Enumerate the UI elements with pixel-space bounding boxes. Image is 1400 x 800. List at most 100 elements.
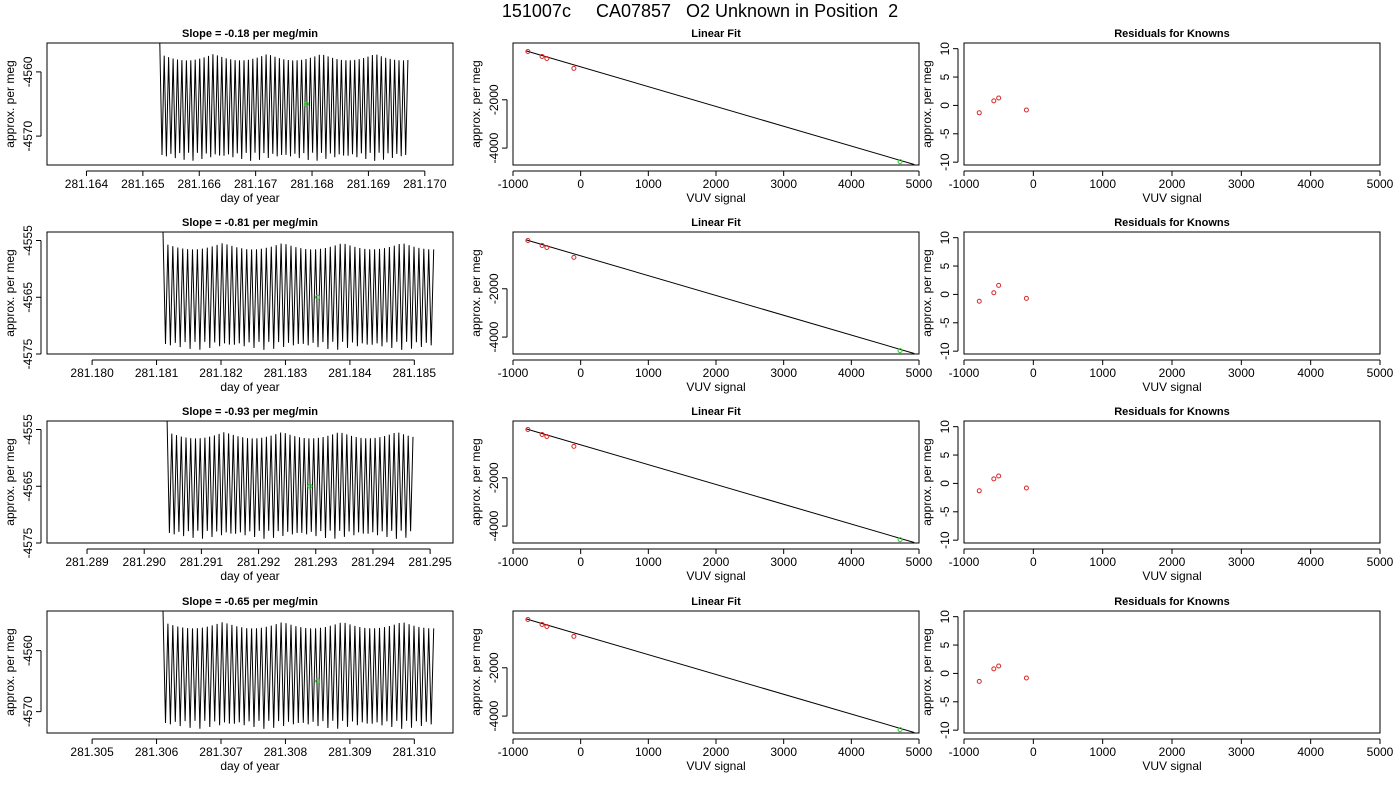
y-tick-label: -4000 bbox=[487, 132, 501, 163]
x-tick-label: -1000 bbox=[498, 745, 529, 759]
fit-line bbox=[526, 50, 915, 165]
residual-point bbox=[991, 290, 997, 296]
x-tick-label: 0 bbox=[577, 177, 584, 191]
panel-title: Slope = -0.65 per meg/min bbox=[182, 596, 318, 608]
y-axis-label: approx. per meg bbox=[3, 438, 17, 525]
panel-title: Slope = -0.93 per meg/min bbox=[182, 406, 318, 418]
x-axis-label: day of year bbox=[220, 191, 279, 205]
residual-point bbox=[976, 678, 982, 684]
known-point bbox=[539, 432, 545, 438]
residual-point bbox=[976, 488, 982, 494]
known-point bbox=[571, 65, 577, 71]
y-tick-label: -4555 bbox=[21, 225, 35, 256]
x-tick-label: 281.183 bbox=[264, 366, 308, 380]
panel-r1-c1: Linear Fit -1000 0 1000 2000 3000 4000 5000 VUV … bbox=[469, 217, 933, 394]
x-axis-label: VUV signal bbox=[686, 569, 745, 583]
x-tick-label: -1000 bbox=[949, 555, 980, 569]
plot-content bbox=[525, 237, 915, 354]
x-tick-label: 281.164 bbox=[65, 177, 109, 191]
panel-r2-c2: Residuals for Knowns -1000 0 1000 2000 3000 40… bbox=[920, 406, 1394, 583]
x-tick-label: 281.309 bbox=[328, 745, 372, 759]
x-tick-label: 1000 bbox=[1089, 177, 1116, 191]
x-tick-label: 281.292 bbox=[237, 555, 281, 569]
plot-frame bbox=[512, 610, 920, 734]
plot-content bbox=[525, 48, 915, 165]
residual-point bbox=[996, 282, 1002, 288]
x-tick-label: 281.310 bbox=[393, 745, 437, 759]
known-point bbox=[544, 623, 550, 629]
residual-point bbox=[1023, 485, 1029, 491]
x-tick-label: 281.307 bbox=[199, 745, 243, 759]
y-axis-label: approx. per meg bbox=[469, 438, 483, 525]
plot-content bbox=[162, 232, 435, 350]
plot-frame bbox=[512, 42, 920, 166]
x-tick-label: 1000 bbox=[1089, 745, 1116, 759]
plot-frame bbox=[46, 420, 454, 544]
panel-r3-c0: Slope = -0.65 per meg/min 281.305 281.306 2… bbox=[3, 596, 454, 773]
x-tick-label: 4000 bbox=[1297, 177, 1324, 191]
y-tick-label: -4000 bbox=[487, 321, 501, 352]
x-tick-label: 2000 bbox=[1159, 177, 1186, 191]
x-tick-label: 1000 bbox=[635, 745, 662, 759]
x-tick-label: 0 bbox=[1030, 745, 1037, 759]
x-tick-label: 281.305 bbox=[70, 745, 114, 759]
x-axis-label: VUV signal bbox=[1142, 759, 1201, 773]
y-tick-label: -5 bbox=[938, 128, 952, 139]
plot-content bbox=[166, 421, 414, 539]
residual-point bbox=[976, 298, 982, 304]
y-tick-label: 0 bbox=[938, 102, 952, 109]
known-point bbox=[544, 244, 550, 250]
x-tick-label: 0 bbox=[1030, 366, 1037, 380]
unknown-point bbox=[897, 348, 903, 354]
signal-trace bbox=[166, 421, 414, 539]
mean-point bbox=[307, 483, 313, 489]
x-tick-label: 4000 bbox=[838, 366, 865, 380]
x-tick-label: 281.306 bbox=[135, 745, 179, 759]
x-tick-label: 281.181 bbox=[135, 366, 179, 380]
y-tick-label: -4000 bbox=[487, 700, 501, 731]
x-tick-label: 281.166 bbox=[178, 177, 222, 191]
residual-point bbox=[991, 666, 997, 672]
panel-title: Linear Fit bbox=[691, 28, 741, 40]
x-axis-label: day of year bbox=[220, 759, 279, 773]
panel-r0-c2: Residuals for Knowns -1000 0 1000 2000 3000 40… bbox=[920, 28, 1394, 205]
x-tick-label: 5000 bbox=[1367, 745, 1394, 759]
y-tick-label: 0 bbox=[938, 670, 952, 677]
panel-title: Linear Fit bbox=[691, 596, 741, 608]
x-tick-label: 2000 bbox=[1159, 366, 1186, 380]
mean-point bbox=[315, 294, 321, 300]
x-tick-label: 4000 bbox=[1297, 745, 1324, 759]
x-tick-label: -1000 bbox=[949, 745, 980, 759]
x-tick-label: -1000 bbox=[498, 555, 529, 569]
x-tick-label: 4000 bbox=[1297, 555, 1324, 569]
residual-point bbox=[991, 476, 997, 482]
panel-title: Residuals for Knowns bbox=[1114, 217, 1230, 229]
x-tick-label: 5000 bbox=[1367, 366, 1394, 380]
panel-r2-c0: Slope = -0.93 per meg/min 281.289 281.290 2… bbox=[3, 406, 454, 583]
x-tick-label: 5000 bbox=[1367, 555, 1394, 569]
plot-frame bbox=[46, 42, 454, 166]
fit-line bbox=[526, 428, 915, 543]
plot-content bbox=[976, 663, 1029, 684]
x-tick-label: 2000 bbox=[703, 745, 730, 759]
y-tick-label: -4000 bbox=[487, 510, 501, 541]
panel-r0-c1: Linear Fit -1000 0 1000 2000 3000 4000 5000 VUV … bbox=[469, 28, 933, 205]
plot-frame bbox=[46, 610, 454, 734]
residual-point bbox=[1023, 295, 1029, 301]
figure-title: 151007c CA07857 O2 Unknown in Position 2 bbox=[501, 1, 899, 21]
mean-point bbox=[303, 101, 309, 107]
y-tick-label: 0 bbox=[938, 291, 952, 298]
y-tick-label: -4565 bbox=[21, 471, 35, 502]
y-tick-label: -4560 bbox=[21, 56, 35, 87]
y-axis-label: approx. per meg bbox=[920, 60, 934, 147]
x-tick-label: 281.308 bbox=[264, 745, 308, 759]
y-tick-label: 10 bbox=[938, 610, 952, 624]
x-tick-label: 281.290 bbox=[123, 555, 167, 569]
x-tick-label: 0 bbox=[577, 366, 584, 380]
x-tick-label: 0 bbox=[577, 555, 584, 569]
y-axis-label: approx. per meg bbox=[469, 628, 483, 715]
panel-title: Slope = -0.18 per meg/min bbox=[182, 28, 318, 40]
x-tick-label: 281.182 bbox=[199, 366, 243, 380]
residual-point bbox=[1023, 675, 1029, 681]
panel-title: Linear Fit bbox=[691, 217, 741, 229]
